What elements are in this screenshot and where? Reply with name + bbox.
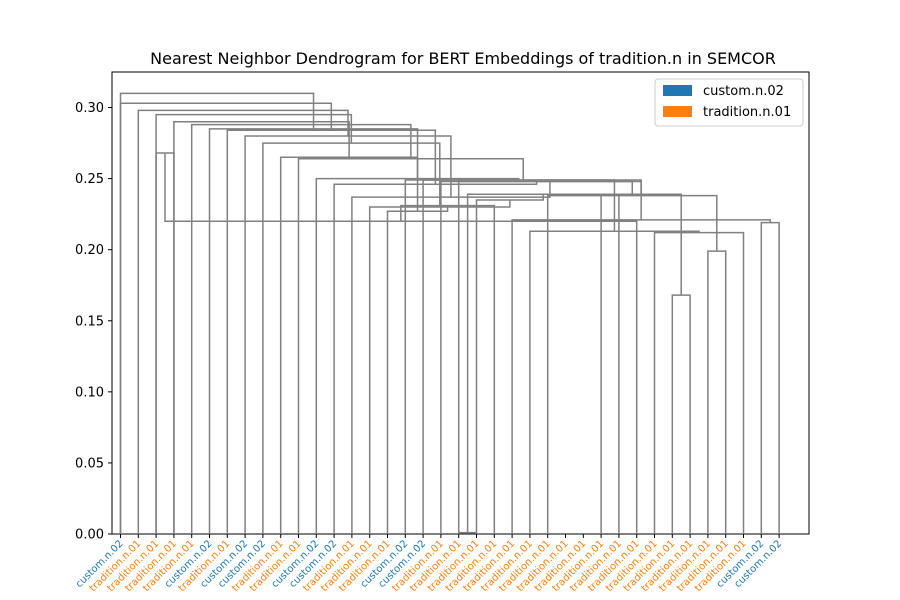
y-tick-label: 0.20 bbox=[75, 243, 104, 258]
chart-title: Nearest Neighbor Dendrogram for BERT Emb… bbox=[150, 49, 776, 68]
y-tick-label: 0.05 bbox=[75, 456, 104, 471]
y-tick-label: 0.10 bbox=[75, 385, 104, 400]
axes-frame bbox=[111, 71, 810, 535]
dendrogram-link bbox=[653, 231, 745, 534]
y-tick-label: 0.30 bbox=[75, 101, 104, 116]
dendrogram-link bbox=[466, 193, 620, 534]
dendrogram-link bbox=[137, 109, 349, 534]
dendrogram-link bbox=[386, 205, 449, 534]
dendrogram-link bbox=[297, 157, 524, 534]
dendrogram-links bbox=[119, 92, 780, 534]
dendrogram-link bbox=[119, 92, 315, 534]
plot-area bbox=[111, 71, 810, 535]
legend-swatch-tradition bbox=[663, 106, 692, 117]
y-tick-label: 0.15 bbox=[75, 314, 104, 329]
dendrogram-link bbox=[155, 113, 353, 534]
dendrogram-link bbox=[546, 194, 718, 534]
dendrogram-link bbox=[164, 153, 638, 534]
legend-label-tradition: tradition.n.01 bbox=[703, 105, 791, 120]
y-tick-label: 0.00 bbox=[75, 528, 104, 543]
legend: custom.n.02 tradition.n.01 bbox=[654, 78, 804, 127]
dendrogram-link bbox=[190, 123, 412, 534]
dendrogram-link bbox=[671, 294, 691, 534]
x-axis: custom.n.02tradition.n.01tradition.n.01t… bbox=[74, 534, 784, 594]
dendrogram-link bbox=[440, 180, 633, 534]
dendrogram-link bbox=[404, 179, 642, 534]
y-axis: 0.00 0.05 0.10 0.15 0.20 0.25 0.30 bbox=[75, 101, 112, 543]
legend-label-custom: custom.n.02 bbox=[703, 84, 784, 99]
dendrogram-link bbox=[208, 128, 419, 534]
dendrogram-link bbox=[707, 250, 727, 534]
dendrogram-link bbox=[333, 181, 538, 534]
legend-swatch-custom bbox=[663, 85, 692, 96]
dendrogram-link bbox=[173, 121, 350, 534]
y-tick-label: 0.25 bbox=[75, 172, 104, 187]
dendrogram-link bbox=[262, 142, 441, 534]
